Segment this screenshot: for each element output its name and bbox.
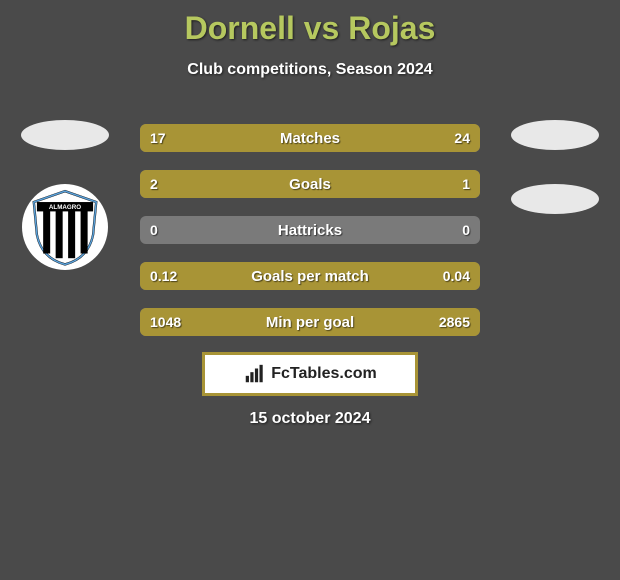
stat-label: Hattricks: [140, 216, 480, 244]
stats-bars: 1724Matches21Goals00Hattricks0.120.04Goa…: [140, 124, 480, 336]
bar-chart-icon: [243, 363, 265, 385]
stat-row: 1724Matches: [140, 124, 480, 152]
stat-row: 21Goals: [140, 170, 480, 198]
vs-separator: vs: [295, 10, 348, 46]
svg-text:ALMAGRO: ALMAGRO: [49, 204, 81, 211]
stat-value-right: 0.04: [443, 262, 470, 290]
comparison-card: Dornell vs Rojas Club competitions, Seas…: [0, 0, 620, 580]
club-badge-left: ALMAGRO: [22, 184, 108, 270]
stat-fill-right: [281, 124, 480, 152]
page-title: Dornell vs Rojas: [0, 0, 620, 47]
player-left-photo-placeholder: [21, 120, 109, 150]
stat-value-left: 0: [150, 216, 158, 244]
stat-row: 0 0Hattricks: [140, 216, 480, 244]
stat-value-right: 24: [454, 124, 470, 152]
stat-value-right: 1: [462, 170, 470, 198]
stat-fill-left: [140, 262, 395, 290]
stat-value-left: 17: [150, 124, 166, 152]
stat-fill-left: [140, 170, 367, 198]
stat-value-right: 0: [462, 216, 470, 244]
date-label: 15 october 2024: [0, 410, 620, 428]
stat-value-left: 0.12: [150, 262, 177, 290]
stat-value-right: 2865: [439, 308, 470, 336]
stat-row: 0.120.04Goals per match: [140, 262, 480, 290]
club-badge-right-placeholder: [511, 184, 599, 214]
stat-value-left: 1048: [150, 308, 181, 336]
almagro-shield-icon: ALMAGRO: [26, 188, 104, 266]
subtitle: Club competitions, Season 2024: [0, 61, 620, 79]
brand-label: FcTables.com: [271, 365, 377, 383]
player-right-name: Rojas: [348, 10, 435, 46]
player-right-photo-placeholder: [511, 120, 599, 150]
left-badges-column: ALMAGRO: [20, 120, 110, 270]
brand-box[interactable]: FcTables.com: [202, 352, 418, 396]
right-badges-column: [510, 120, 600, 214]
stat-row: 10482865Min per goal: [140, 308, 480, 336]
stat-value-left: 2: [150, 170, 158, 198]
player-left-name: Dornell: [185, 10, 295, 46]
